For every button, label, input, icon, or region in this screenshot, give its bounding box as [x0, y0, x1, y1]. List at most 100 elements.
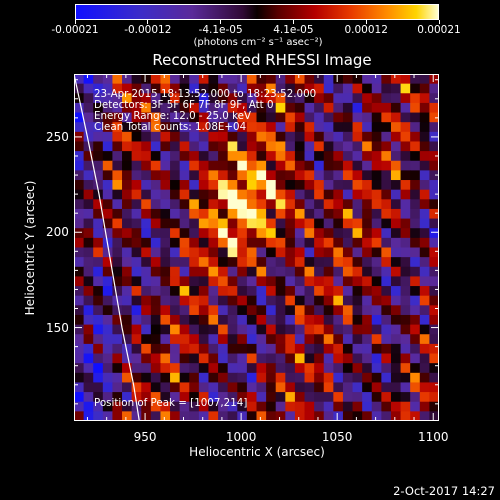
heatmap-cell: [160, 228, 171, 239]
heatmap-cell: [275, 180, 286, 191]
heatmap-cell: [294, 334, 306, 345]
heatmap-cell: [150, 372, 162, 384]
heatmap-cell: [400, 199, 411, 210]
heatmap-cell: [285, 237, 296, 249]
heatmap-cell: [371, 141, 382, 152]
heatmap-cell: [285, 180, 296, 191]
heatmap-cell: [160, 353, 171, 364]
heatmap-cell: [314, 372, 325, 384]
heatmap-cell: [304, 180, 315, 191]
heatmap-cell: [275, 411, 286, 421]
heatmap-cell: [93, 93, 104, 104]
heatmap-cell: [102, 180, 114, 191]
heatmap-cell: [275, 324, 286, 335]
heatmap-cell: [122, 314, 133, 326]
heatmap-cell: [179, 382, 190, 393]
heatmap-cell: [246, 392, 258, 403]
heatmap-cell: [304, 93, 315, 104]
heatmap-cell: [131, 102, 142, 114]
heatmap-cell: [112, 324, 123, 335]
heatmap-cell: [170, 334, 181, 345]
heatmap-cell: [150, 382, 162, 393]
heatmap-cell: [131, 170, 142, 181]
heatmap-cell: [160, 218, 171, 229]
heatmap-cell: [208, 343, 219, 355]
heatmap-cell: [227, 112, 238, 123]
heatmap-cell: [352, 343, 363, 355]
heatmap-cell: [285, 305, 296, 316]
heatmap-cell: [294, 141, 306, 152]
heatmap-cell: [275, 382, 286, 393]
heatmap-cell: [294, 363, 306, 374]
heatmap-cell: [237, 170, 248, 181]
heatmap-cell: [208, 112, 219, 123]
heatmap-cell: [179, 247, 190, 258]
heatmap-cell: [102, 189, 114, 200]
heatmap-cell: [429, 295, 439, 306]
heatmap-cell: [131, 247, 142, 258]
heatmap-cell: [410, 189, 421, 200]
heatmap-cell: [150, 314, 162, 326]
heatmap-cell: [323, 237, 334, 249]
heatmap-cell: [170, 305, 181, 316]
heatmap-cell: [314, 170, 325, 181]
heatmap-cell: [93, 74, 104, 85]
heatmap-cell: [160, 112, 171, 123]
heatmap-cell: [400, 237, 411, 249]
heatmap-cell: [400, 295, 411, 306]
x-tick-label: 1100: [417, 430, 449, 444]
heatmap-cell: [198, 382, 210, 393]
heatmap-cell: [122, 392, 133, 403]
heatmap-cell: [390, 247, 402, 258]
heatmap-cell: [381, 353, 392, 364]
heatmap-cell: [112, 199, 123, 210]
heatmap-cell: [371, 314, 382, 326]
heatmap-cell: [83, 189, 94, 200]
heatmap-cell: [304, 276, 315, 287]
heatmap-cell: [141, 276, 152, 287]
heatmap-cell: [237, 276, 248, 287]
heatmap-cell: [275, 247, 286, 258]
heatmap-cell: [102, 353, 114, 364]
heatmap-cell: [170, 83, 181, 94]
heatmap-cell: [429, 382, 439, 393]
heatmap-cell: [74, 353, 85, 364]
heatmap-cell: [304, 228, 315, 239]
heatmap-cell: [150, 83, 162, 94]
heatmap-cell: [419, 112, 430, 123]
heatmap-cell: [400, 276, 411, 287]
heatmap-cell: [275, 131, 286, 143]
heatmap-cell: [342, 372, 354, 384]
heatmap-cell: [93, 199, 104, 210]
heatmap-cell: [160, 314, 171, 326]
heatmap-cell: [179, 102, 190, 114]
heatmap-cell: [304, 382, 315, 393]
heatmap-cell: [314, 74, 325, 85]
heatmap-cell: [381, 199, 392, 210]
heatmap-cell: [352, 228, 363, 239]
heatmap-cell: [294, 122, 306, 133]
heatmap-cell: [131, 199, 142, 210]
heatmap-cell: [390, 180, 402, 191]
heatmap-cell: [170, 218, 181, 229]
heatmap-cell: [122, 266, 133, 278]
heatmap-cell: [390, 131, 402, 143]
heatmap-cell: [218, 276, 229, 287]
heatmap-cell: [83, 199, 94, 210]
heatmap-cell: [208, 276, 219, 287]
heatmap-cell: [294, 218, 306, 229]
heatmap-cell: [122, 411, 133, 421]
heatmap-cell: [179, 324, 190, 335]
heatmap-cell: [112, 189, 123, 200]
heatmap-cell: [362, 141, 373, 152]
heatmap-cell: [179, 218, 190, 229]
heatmap-cell: [198, 401, 210, 412]
heatmap-cell: [131, 228, 142, 239]
heatmap-cell: [189, 276, 200, 287]
heatmap-cell: [381, 411, 392, 421]
heatmap-cell: [314, 228, 325, 239]
heatmap-cell: [198, 343, 210, 355]
heatmap-cell: [83, 372, 94, 384]
heatmap-cell: [371, 324, 382, 335]
heatmap-cell: [198, 276, 210, 287]
